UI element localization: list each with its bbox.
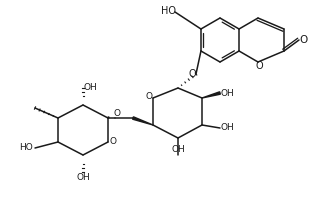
Polygon shape — [202, 92, 220, 98]
Text: O: O — [114, 109, 121, 119]
Text: HO: HO — [19, 143, 33, 153]
Polygon shape — [132, 117, 153, 125]
Text: OH: OH — [220, 123, 234, 133]
Text: OH: OH — [83, 83, 97, 91]
Text: OH: OH — [171, 145, 185, 155]
Text: O: O — [300, 35, 308, 45]
Text: OH: OH — [76, 172, 90, 182]
Text: O: O — [109, 137, 116, 147]
Text: OH: OH — [220, 89, 234, 97]
Text: HO: HO — [161, 6, 175, 16]
Text: O: O — [255, 61, 263, 71]
Text: O: O — [188, 69, 196, 79]
Text: O: O — [146, 93, 153, 101]
